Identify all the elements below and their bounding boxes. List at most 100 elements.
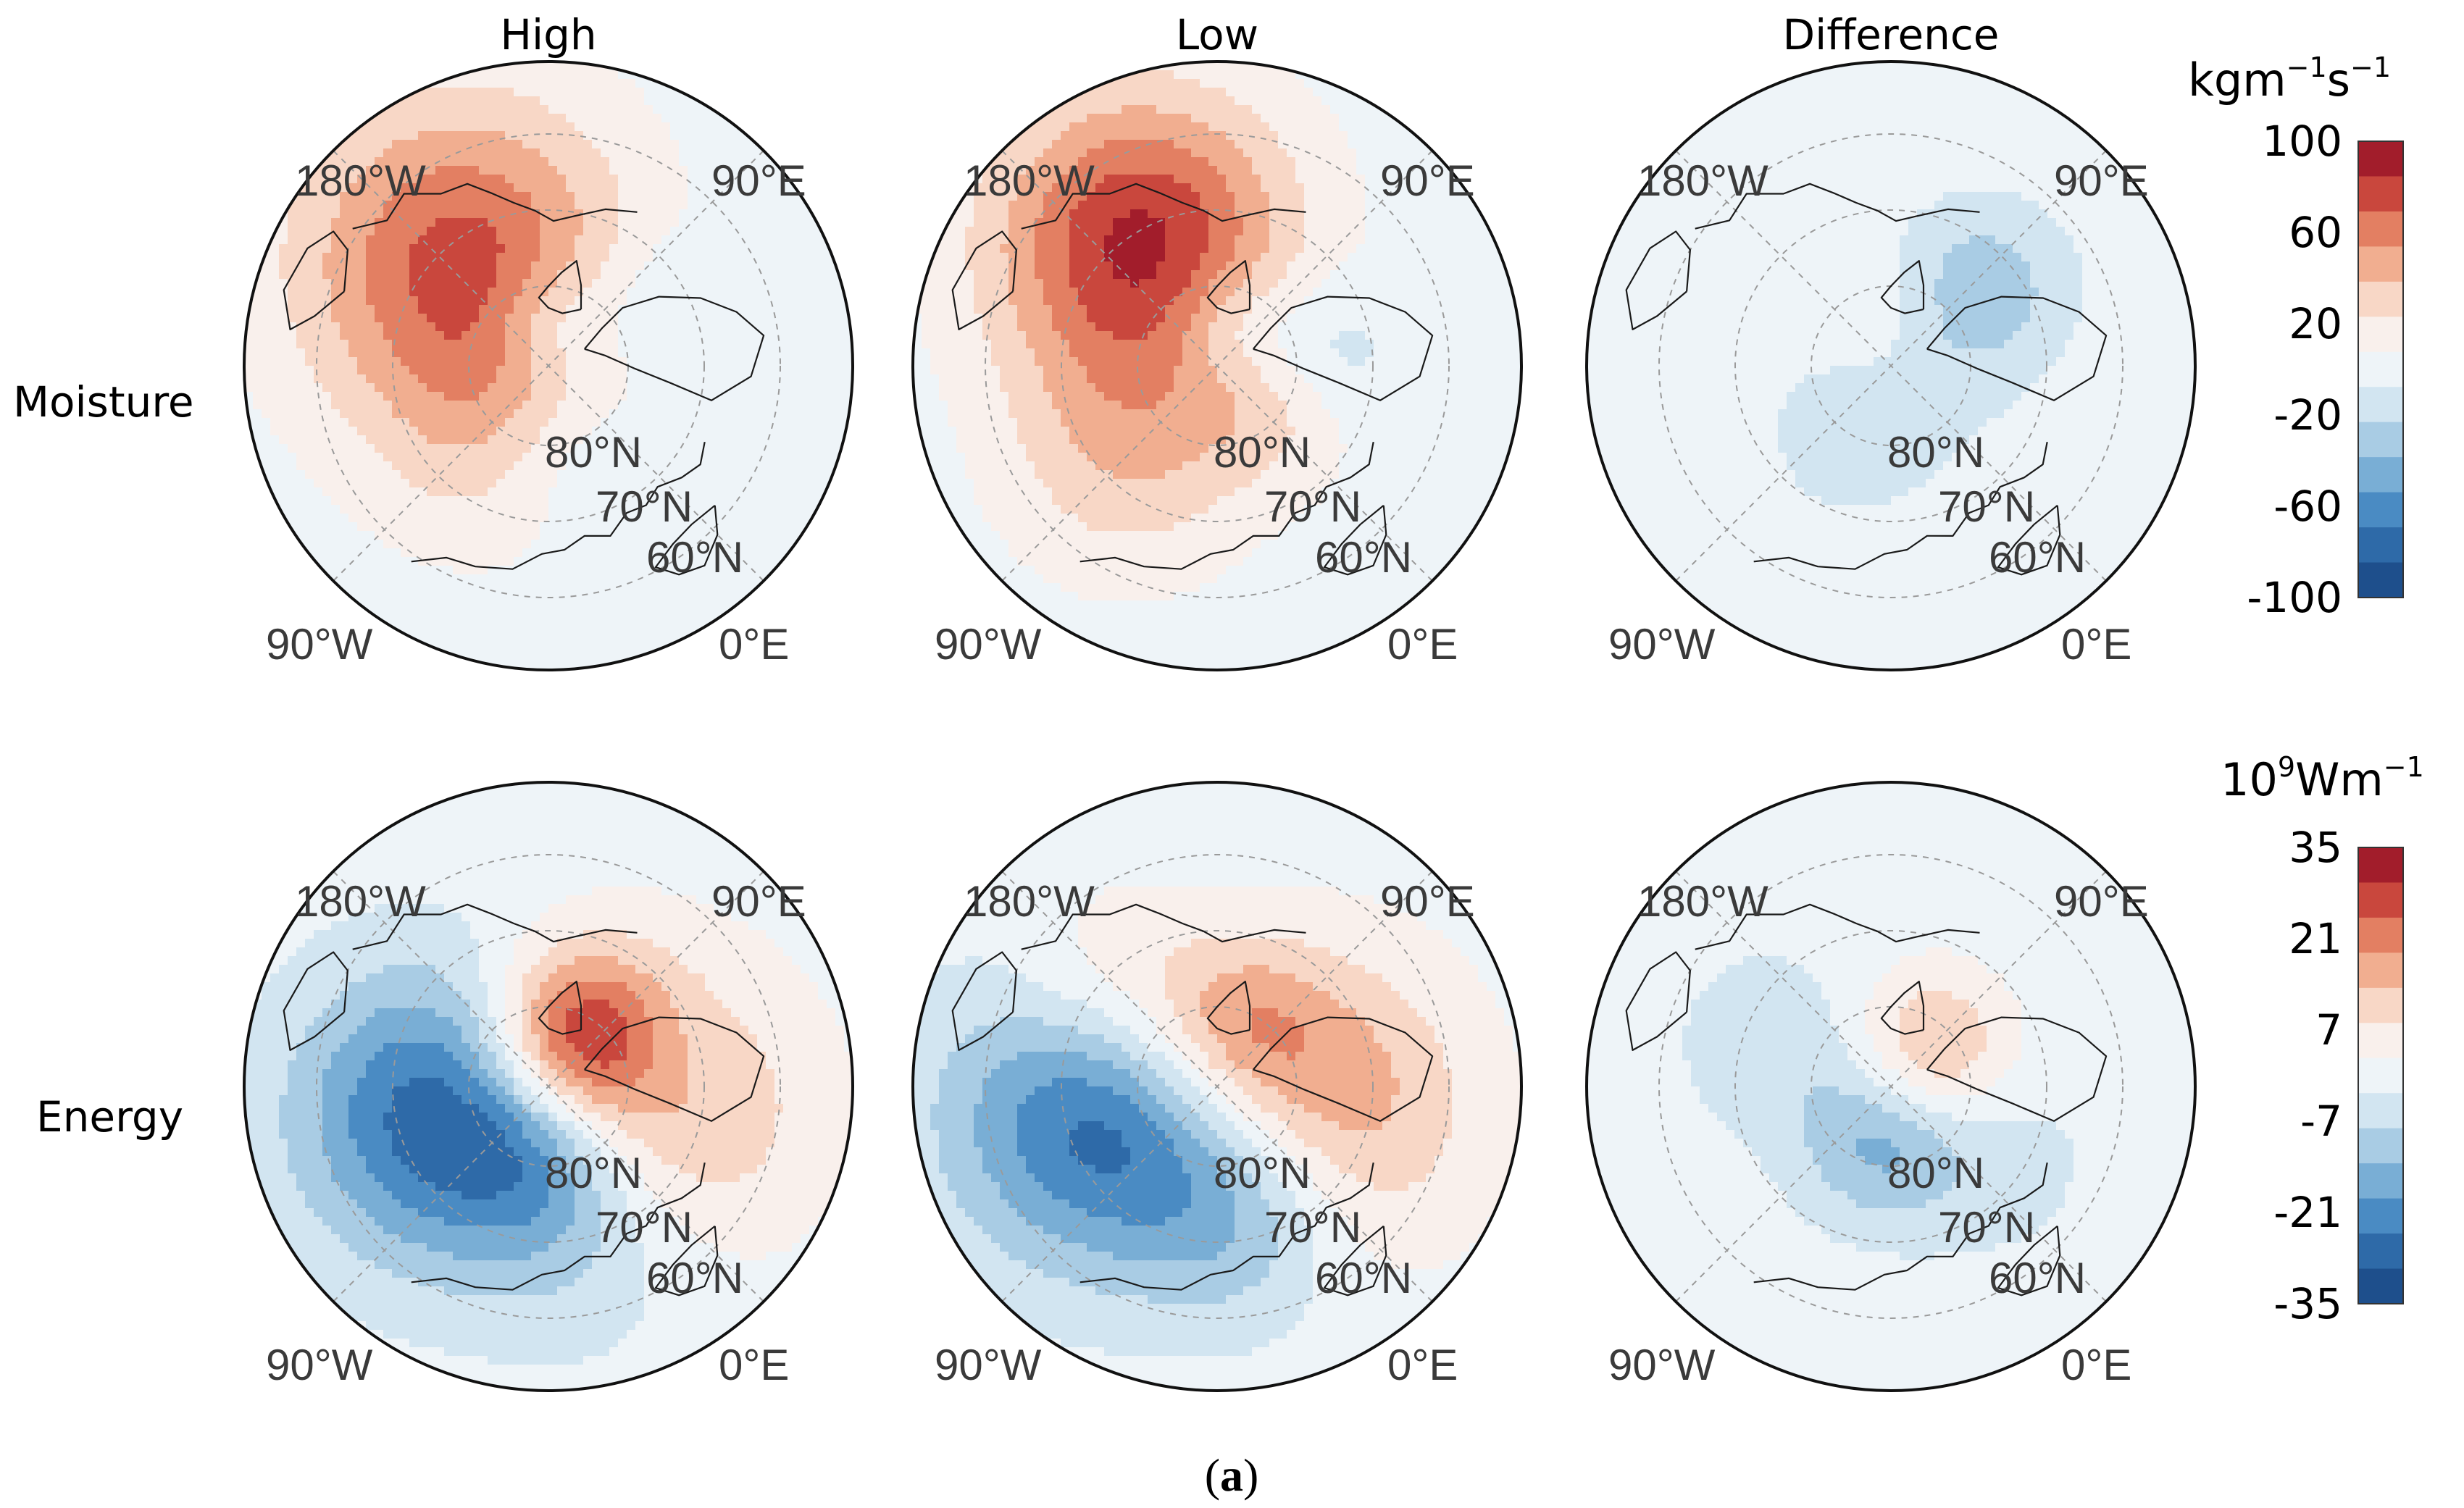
colorbar-swatch <box>2358 176 2403 212</box>
lat-label-80n: 80°N <box>1887 428 1984 477</box>
latitude-circle <box>1061 930 1374 1243</box>
lon-label-90e: 90°E <box>711 156 806 205</box>
lon-label-180w: 180°W <box>964 877 1095 926</box>
lat-label-70n: 70°N <box>1264 482 1361 531</box>
colorbar-swatch <box>2358 1057 2403 1094</box>
latitude-circle <box>985 854 1450 1319</box>
lon-label-180w: 180°W <box>964 156 1095 205</box>
field-energy-low <box>913 782 1521 1391</box>
lat-label-70n: 70°N <box>596 1203 693 1252</box>
lat-label-80n: 80°N <box>1887 1149 1984 1197</box>
meridian-line <box>1675 871 2107 1302</box>
map-panel-energy-high: 180°W 90°E 90°W 0°E 80°N 70°N60°N <box>243 781 854 1392</box>
colorbar-swatch <box>2358 1268 2403 1304</box>
lon-label-90e: 90°E <box>711 877 806 926</box>
map-border <box>911 60 1523 671</box>
colorbar-tick-label: -35 <box>2273 1279 2342 1328</box>
colorbar-swatch <box>2358 1023 2403 1059</box>
latitude-circle <box>1658 854 2123 1319</box>
lon-label-90e: 90°E <box>1380 156 1475 205</box>
map-panel-energy-difference: 180°W 90°E 90°W 0°E 80°N 70°N60°N <box>1585 781 2197 1392</box>
lat-label-60n: 60°N <box>1989 1254 2086 1302</box>
lon-label-180w: 180°W <box>1637 156 1768 205</box>
lat-label-60n: 60°N <box>1315 533 1412 582</box>
lon-label-90w: 90°W <box>1608 620 1716 669</box>
lon-label-180w: 180°W <box>295 156 426 205</box>
column-header-low: Low <box>1176 10 1258 59</box>
colorbar-tick-label: 7 <box>2315 1005 2342 1055</box>
lat-label-60n: 60°N <box>1315 1254 1412 1302</box>
coastlines <box>951 183 1434 576</box>
colorbar-frame <box>2357 847 2404 1304</box>
lat-label-80n: 80°N <box>1214 1149 1311 1197</box>
colorbar-swatch <box>2358 527 2403 564</box>
colorbar-tick-label: 20 <box>2289 299 2342 348</box>
meridian-line <box>1675 150 2107 582</box>
colorbars-layer: 100 60 20 -20 -60 -100 35 21 7 -7 -21 -35 <box>2247 117 2404 1328</box>
lon-label-0e: 0°E <box>719 1341 789 1389</box>
field-moisture-low <box>913 62 1521 670</box>
map-border <box>1585 60 2197 671</box>
map-panel-moisture-high: 180°W 90°E 90°W 0°E 80°N 70°N60°N <box>243 60 854 671</box>
colorbar-swatch <box>2358 387 2403 423</box>
lat-label-80n: 80°N <box>1214 428 1311 477</box>
meridian-line <box>1001 150 1433 582</box>
lat-label-70n: 70°N <box>596 482 693 531</box>
meridian-line <box>333 150 764 582</box>
latitude-circle <box>1734 930 2047 1243</box>
colorbar-swatch <box>2358 422 2403 458</box>
colorbar-tick-label: 21 <box>2289 914 2342 963</box>
colorbar-swatch <box>2358 882 2403 918</box>
lon-label-90e: 90°E <box>2054 877 2149 926</box>
lat-label-70n: 70°N <box>1938 1203 2035 1252</box>
colorbar-swatch <box>2358 457 2403 493</box>
latitude-circle <box>392 930 705 1243</box>
lon-label-90w: 90°W <box>935 620 1042 669</box>
map-panel-moisture-difference: 180°W 90°E 90°W 0°E 80°N 70°N60°N <box>1585 60 2197 671</box>
colorbar-tick-label: -100 <box>2247 573 2342 622</box>
lon-label-0e: 0°E <box>2061 620 2131 669</box>
colorbar-swatch <box>2358 562 2403 598</box>
colorbar-tick-label: -20 <box>2273 390 2342 440</box>
latitude-circle <box>1061 209 1374 522</box>
colorbar-swatch <box>2358 492 2403 528</box>
latitude-circle <box>316 133 781 598</box>
latitude-circle <box>316 854 781 1319</box>
lon-label-90w: 90°W <box>1608 1341 1716 1389</box>
colorbar-swatch <box>2358 917 2403 953</box>
colorbar-swatch <box>2358 847 2403 884</box>
lon-label-0e: 0°E <box>2061 1341 2131 1389</box>
coastlines <box>1625 903 2108 1297</box>
lat-label-80n: 80°N <box>545 1149 642 1197</box>
latitude-circle <box>392 209 705 522</box>
latitude-circle <box>1658 133 2123 598</box>
column-header-high: High <box>500 10 596 59</box>
figure-caption: (a) <box>1205 1449 1259 1501</box>
lon-label-0e: 0°E <box>1387 1341 1458 1389</box>
lon-label-90w: 90°W <box>266 620 373 669</box>
lon-label-90w: 90°W <box>935 1341 1042 1389</box>
colorbar-swatch <box>2358 1198 2403 1234</box>
lon-label-90w: 90°W <box>266 1341 373 1389</box>
colorbar-tick-label: -7 <box>2300 1097 2342 1146</box>
lon-label-0e: 0°E <box>1387 620 1458 669</box>
row-label-moisture: Moisture <box>13 377 194 427</box>
coastlines <box>1625 183 2108 576</box>
lon-label-90e: 90°E <box>2054 156 2149 205</box>
lon-label-0e: 0°E <box>719 620 789 669</box>
latitude-circle <box>985 133 1450 598</box>
colorbar-swatch <box>2358 211 2403 247</box>
colorbar-swatch <box>2358 246 2403 282</box>
colorbar-swatch <box>2358 351 2403 388</box>
colorbar-swatch <box>2358 1163 2403 1199</box>
colorbar-tick-label: -60 <box>2273 482 2342 531</box>
map-border <box>243 781 854 1392</box>
coastlines <box>951 903 1434 1297</box>
lon-label-90e: 90°E <box>1380 877 1475 926</box>
colorbar-tick-label: 60 <box>2289 208 2342 257</box>
latitude-circle <box>1734 209 2047 522</box>
row-label-energy: Energy <box>36 1092 183 1142</box>
moisture-colorbar-unit: kgm−1s−1 <box>2188 51 2391 106</box>
